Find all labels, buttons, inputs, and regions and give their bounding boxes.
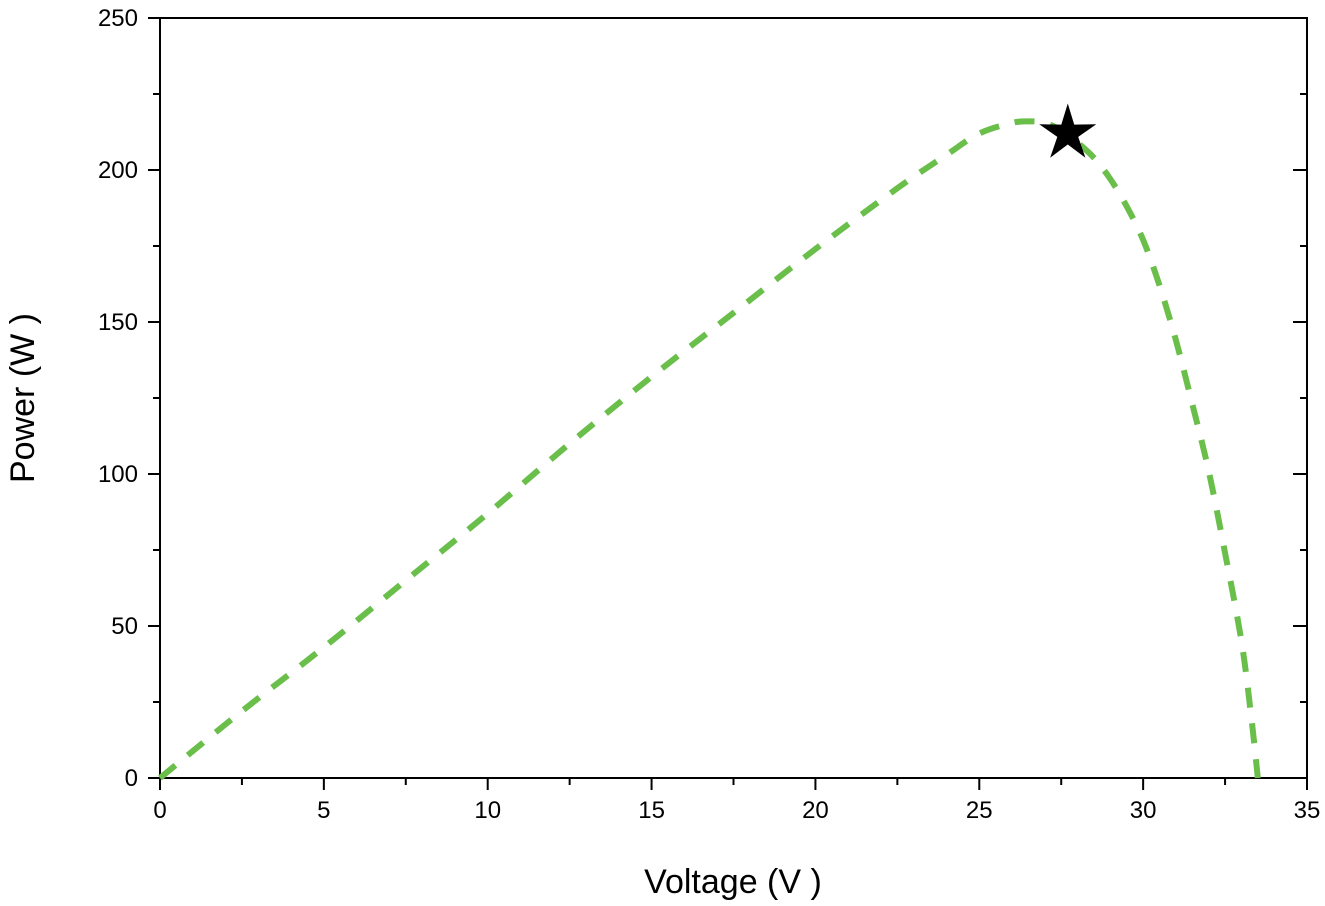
power-curve bbox=[158, 118, 1261, 781]
y-tick-label: 100 bbox=[98, 461, 138, 488]
x-tick-label: 35 bbox=[1294, 797, 1321, 824]
x-tick-label: 5 bbox=[317, 797, 330, 824]
ticks: 0 5 10 15 20 25 30 35 0 50 100 150 200 250 bbox=[98, 5, 1320, 824]
plot-frame bbox=[159, 17, 1308, 779]
y-tick-label: 50 bbox=[111, 613, 138, 640]
x-tick-label: 10 bbox=[474, 797, 501, 824]
x-tick-label: 15 bbox=[638, 797, 665, 824]
x-tick-label: 30 bbox=[1130, 797, 1157, 824]
x-tick-label: 25 bbox=[966, 797, 993, 824]
mpp-star-marker bbox=[1039, 103, 1097, 158]
x-axis-title: Voltage (V ) bbox=[644, 863, 822, 901]
axes bbox=[159, 17, 1308, 779]
y-axis-title: Power (W ) bbox=[4, 313, 42, 483]
y-tick-label: 0 bbox=[125, 765, 138, 792]
y-tick-label: 150 bbox=[98, 309, 138, 336]
y-tick-label: 250 bbox=[98, 5, 138, 32]
y-tick-label: 200 bbox=[98, 157, 138, 184]
x-tick-label: 0 bbox=[153, 797, 166, 824]
x-tick-label: 20 bbox=[802, 797, 829, 824]
